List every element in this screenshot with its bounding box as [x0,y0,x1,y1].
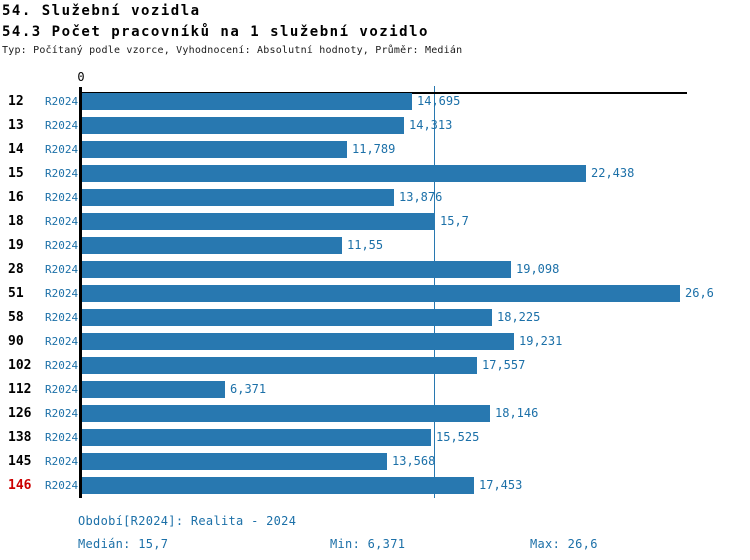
series-label: R2024 [45,119,79,132]
chart-title: 54.3 Počet pracovníků na 1 služební vozi… [2,24,429,40]
bar [82,477,474,494]
bar-value-label: 13,568 [392,454,436,468]
series-label: R2024 [45,383,79,396]
series-label: R2024 [45,287,79,300]
series-label: R2024 [45,359,79,372]
series-label: R2024 [45,407,79,420]
series-label: R2024 [45,479,79,492]
row-category-label: 16 [8,190,24,205]
row-category-label: 90 [8,334,24,349]
bar-value-label: 19,231 [519,334,563,348]
bar-value-label: 17,453 [479,478,523,492]
bar-value-label: 14,313 [409,118,453,132]
series-label: R2024 [45,431,79,444]
bar [82,357,477,374]
bar [82,141,347,158]
bar [82,309,492,326]
row-category-label: 15 [8,166,24,181]
row-category-label: 14 [8,142,24,157]
series-label: R2024 [45,263,79,276]
row-category-label: 19 [8,238,24,253]
bar [82,405,490,422]
bar-value-label: 18,146 [495,406,539,420]
series-label: R2024 [45,239,79,252]
bar-value-label: 19,098 [516,262,560,276]
series-label: R2024 [45,191,79,204]
page-title: 54. Služební vozidla [2,3,201,19]
row-category-label: 58 [8,310,24,325]
footer-max: Max: 26,6 [530,537,598,551]
series-label: R2024 [45,335,79,348]
footer-min: Min: 6,371 [330,537,406,551]
row-category-label: 18 [8,214,24,229]
row-category-label: 138 [8,430,32,445]
series-label: R2024 [45,143,79,156]
bar-value-label: 14,695 [417,94,461,108]
bar [82,165,586,182]
series-label: R2024 [45,95,79,108]
bar-value-label: 11,789 [352,142,396,156]
series-label: R2024 [45,167,79,180]
bar [82,261,511,278]
bar-value-label: 18,225 [497,310,541,324]
bar [82,189,394,206]
bar-value-label: 11,55 [347,238,384,252]
bar [82,333,514,350]
bar [82,453,387,470]
bar [82,429,431,446]
bar [82,285,680,302]
bar [82,213,435,230]
row-category-label: 102 [8,358,32,373]
footer-period: Období[R2024]: Realita - 2024 [78,514,297,528]
row-category-label: 146 [8,478,32,493]
bar-value-label: 6,371 [230,382,267,396]
row-category-label: 12 [8,94,24,109]
series-label: R2024 [45,455,79,468]
series-label: R2024 [45,311,79,324]
row-category-label: 51 [8,286,24,301]
row-category-label: 13 [8,118,24,133]
chart-subtitle: Typ: Počítaný podle vzorce, Vyhodnocení:… [2,45,463,56]
bar-value-label: 22,438 [591,166,635,180]
y-axis-line [79,87,82,498]
footer-median: Medián: 15,7 [78,537,169,551]
axis-zero-label: 0 [77,70,85,84]
bar-value-label: 15,7 [440,214,469,228]
row-category-label: 112 [8,382,32,397]
row-category-label: 126 [8,406,32,421]
series-label: R2024 [45,215,79,228]
bar-value-label: 26,6 [685,286,714,300]
bar-value-label: 13,876 [399,190,443,204]
bar-value-label: 17,557 [482,358,526,372]
bar [82,381,225,398]
bar [82,93,412,110]
bar [82,117,404,134]
row-category-label: 28 [8,262,24,277]
bar [82,237,342,254]
row-category-label: 145 [8,454,32,469]
bar-value-label: 15,525 [436,430,480,444]
